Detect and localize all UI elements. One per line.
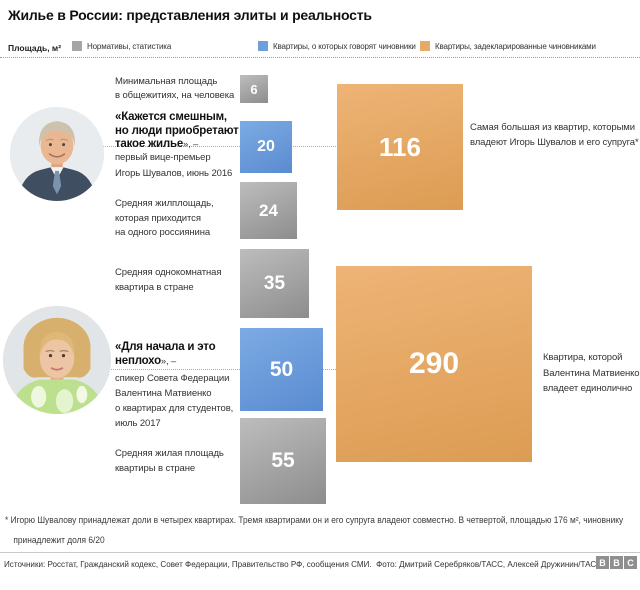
quote-suffix: », –	[160, 356, 176, 367]
legend-label: Нормативы, статистика	[87, 41, 172, 51]
square-value: 55	[271, 449, 295, 472]
caption-shuvalov-declared: Самая большая из квартир, которыми владе…	[470, 122, 639, 148]
bbc-logo-block: B	[610, 556, 623, 569]
footnote: * Игорю Шувалову принадлежат доли в четы…	[5, 515, 624, 545]
quote-suffix: », –	[183, 139, 199, 150]
legend-item-statistics: Нормативы, статистика	[72, 41, 171, 51]
square-value: 24	[259, 200, 278, 220]
legend-axis-label: Площадь, м²	[8, 43, 62, 53]
legend-item-officials-say: Квартиры, о которых говорят чиновники	[258, 41, 416, 51]
shuvalov-attribution: первый вице-премьер Игорь Шувалов, июнь …	[115, 152, 233, 179]
square-average-flat-55: 55	[240, 418, 326, 504]
bbc-logo: B B C	[596, 556, 637, 569]
square-dorm-6: 6	[240, 75, 268, 103]
dotted-connector-matvienko	[106, 369, 336, 370]
square-matvienko-says-50: 50	[240, 328, 323, 411]
quote-text: «Кажется смешным, но люди приобретают та…	[115, 111, 239, 150]
square-average-24: 24	[240, 182, 297, 239]
legend-swatch-orange	[420, 41, 430, 51]
legend-label: Квартиры, задекларированные чиновниками	[435, 41, 596, 51]
square-value: 290	[408, 347, 460, 380]
row-label-one-room-flat: Средняя однокомнатная квартира в стране	[115, 267, 222, 293]
header-divider	[0, 57, 640, 58]
matvienko-quote: «Для начала и это неплохо», –	[115, 340, 247, 369]
legend-swatch-gray	[72, 41, 82, 51]
square-value: 116	[379, 131, 421, 162]
square-value: 50	[269, 357, 294, 381]
bbc-logo-block: B	[596, 556, 609, 569]
shuvalov-quote: «Кажется смешным, но люди приобретают та…	[115, 111, 247, 152]
quote-text: «Для начала и это неплохо	[115, 341, 216, 367]
square-value: 35	[263, 272, 286, 294]
legend-item-officials-declared: Квартиры, задекларированные чиновниками	[420, 41, 596, 51]
sources-line: Источники: Росстат, Гражданский кодекс, …	[4, 559, 603, 569]
square-shuvalov-declared-116: 116	[337, 84, 463, 210]
square-value: 20	[257, 138, 275, 155]
row-label-dorm-minimum: Минимальная площадь в общежитиях, на чел…	[115, 76, 235, 101]
square-value: 6	[250, 81, 258, 97]
page-title: Жилье в России: представления элиты и ре…	[8, 7, 372, 23]
row-label-average-per-person: Средняя жилплощадь, которая приходится н…	[115, 198, 214, 238]
matvienko-portrait	[3, 306, 111, 414]
shuvalov-portrait	[10, 107, 104, 201]
matvienko-attribution: спикер Совета Федерации Валентина Матвие…	[115, 373, 234, 429]
row-label-average-flat: Средняя жилая площадь квартиры в стране	[115, 448, 224, 474]
legend-label: Квартиры, о которых говорят чиновники	[273, 41, 416, 51]
square-one-room-35: 35	[240, 249, 309, 318]
square-matvienko-declared-290: 290	[336, 266, 532, 462]
dotted-connector-shuvalov	[100, 146, 338, 147]
footer-divider	[0, 552, 640, 553]
bbc-logo-block: C	[624, 556, 637, 569]
legend-swatch-blue	[258, 41, 268, 51]
square-shuvalov-says-20: 20	[240, 121, 292, 173]
caption-matvienko-declared: Квартира, которой Валентина Матвиенко вл…	[543, 352, 640, 394]
